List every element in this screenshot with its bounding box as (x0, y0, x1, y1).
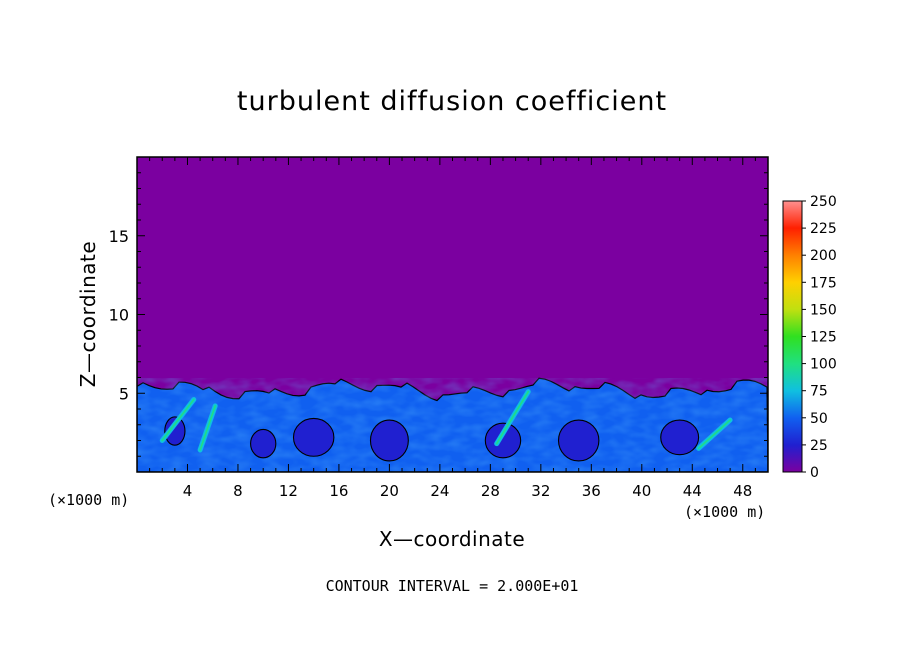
x-tick-label: 16 (329, 482, 348, 500)
colorbar-tick-label: 175 (810, 275, 837, 291)
y-tick-label: 10 (109, 306, 129, 325)
colorbar-tick-label: 150 (810, 302, 837, 318)
x-tick-label: 24 (430, 482, 449, 500)
x-tick-label: 40 (632, 482, 651, 500)
eddy-core (292, 417, 335, 457)
colorbar (782, 200, 803, 473)
eddy-core (164, 416, 186, 446)
streak-core (199, 405, 216, 451)
eddy-core (250, 428, 277, 459)
z-axis-unit: (×1000 m) (48, 491, 130, 509)
x-tick-label: 4 (183, 482, 193, 500)
colorbar-ticks: 0 25 50 75 100 125 150 175 200 225 250 (802, 194, 837, 481)
turbulent-boundary-layer (137, 377, 768, 472)
colorbar-tick-label: 125 (810, 330, 837, 346)
x-tick-label: 12 (279, 482, 298, 500)
x-axis-ticks: 4 8 12 16 20 24 28 32 36 40 44 48 (149, 157, 756, 500)
x-tick-label: 8 (233, 482, 243, 500)
colorbar-tick-label: 50 (810, 411, 828, 427)
x-tick-label: 20 (380, 482, 399, 500)
colorbar-tick-label: 75 (810, 384, 828, 400)
colorbar-tick-label: 200 (810, 248, 837, 264)
x-axis-unit: (×1000 m) (684, 503, 766, 521)
streak-core (161, 398, 195, 442)
y-axis-ticks: 5 10 15 (109, 172, 768, 457)
colorbar-tick-label: 100 (810, 357, 837, 373)
colorbar-tick-label: 225 (810, 221, 837, 237)
x-tick-label: 36 (582, 482, 601, 500)
chart-title: turbulent diffusion coefficient (236, 86, 668, 117)
x-tick-label: 28 (481, 482, 500, 500)
colorbar-tick-label: 0 (810, 465, 819, 481)
eddy-core (369, 419, 409, 462)
x-tick-label: 32 (531, 482, 550, 500)
y-tick-label: 5 (119, 384, 129, 403)
turbulence-texture (137, 378, 768, 472)
x-axis-label: X—coordinate (378, 527, 526, 551)
eddy-core (557, 419, 600, 462)
y-axis-label: Z—coordinate (76, 240, 100, 388)
y-tick-label: 15 (109, 227, 129, 246)
eddy-core (484, 422, 522, 459)
x-tick-label: 48 (733, 482, 752, 500)
streak-core (495, 390, 529, 445)
x-tick-label: 44 (683, 482, 702, 500)
contour-interval-note: CONTOUR INTERVAL = 2.000E+01 (325, 577, 579, 595)
streak-core (697, 419, 731, 450)
eddy-core (660, 419, 700, 456)
colorbar-tick-label: 250 (810, 194, 837, 210)
colorbar-tick-label: 25 (810, 438, 828, 454)
